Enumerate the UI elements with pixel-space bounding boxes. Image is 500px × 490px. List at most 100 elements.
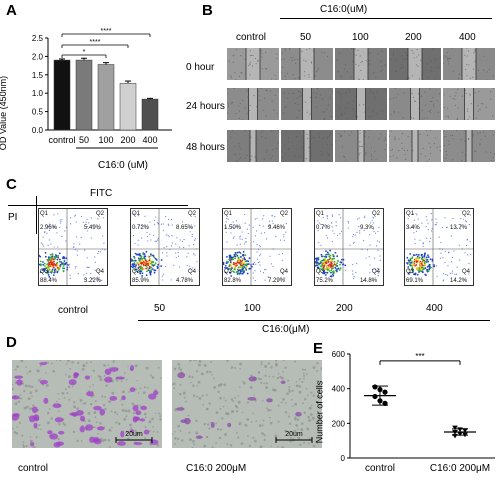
pore xyxy=(67,360,70,362)
cell-speck xyxy=(420,59,422,61)
cell-speck xyxy=(274,94,276,96)
migrated-cell xyxy=(93,405,102,411)
flow-event xyxy=(415,230,418,233)
migrated-cell xyxy=(104,376,113,383)
flow-event xyxy=(192,267,194,269)
pore xyxy=(288,385,291,388)
flow-event xyxy=(245,237,247,239)
row-label-24h: 24 hours xyxy=(186,101,225,112)
flow-event xyxy=(146,270,148,273)
cell-speck xyxy=(294,155,296,157)
flow-event xyxy=(69,217,72,219)
cell-speck xyxy=(426,63,428,65)
cell-speck xyxy=(380,60,382,62)
flow-event xyxy=(136,270,139,273)
migrated-cell xyxy=(33,422,38,429)
flow-event xyxy=(64,262,67,265)
pore xyxy=(92,369,95,372)
cell-speck xyxy=(310,112,312,114)
cell-speck xyxy=(467,110,469,112)
flow-event xyxy=(335,225,337,227)
flow-event xyxy=(362,239,365,242)
flow-event xyxy=(149,233,151,235)
pore xyxy=(303,411,306,415)
pore xyxy=(173,382,176,386)
migrated-cell xyxy=(12,412,20,417)
pore xyxy=(284,410,288,414)
flow-event xyxy=(181,221,184,223)
flow-event xyxy=(245,269,248,271)
cell-speck xyxy=(443,106,446,109)
cell-speck xyxy=(464,68,467,71)
quad-name-q2: Q2 xyxy=(280,211,289,217)
pore xyxy=(188,375,191,378)
flow-event xyxy=(241,272,244,275)
flow-event xyxy=(334,251,337,254)
wound-gap xyxy=(354,48,368,80)
flow-event xyxy=(282,272,284,274)
flow-event xyxy=(50,264,53,267)
quad-value-q4: 14.8% xyxy=(360,278,378,284)
migrated-cell xyxy=(52,403,62,409)
flow-event xyxy=(412,213,414,215)
cell-speck xyxy=(275,78,277,80)
cell-speck xyxy=(236,160,238,162)
cell-speck xyxy=(361,60,364,63)
flow-event xyxy=(131,266,134,269)
cell-speck xyxy=(385,144,387,146)
flow-event xyxy=(316,266,319,269)
pore xyxy=(287,379,290,382)
pore xyxy=(193,360,195,362)
flow-event xyxy=(132,263,134,265)
flow-event xyxy=(372,222,374,224)
flow-event xyxy=(77,272,79,275)
pore xyxy=(286,430,289,433)
pore xyxy=(315,420,319,423)
cell-speck xyxy=(238,145,240,147)
flow-event xyxy=(90,217,92,219)
flow-event xyxy=(418,269,421,272)
panel-label-e: E xyxy=(313,340,324,357)
pore xyxy=(76,407,79,410)
flow-event xyxy=(420,267,423,270)
pore xyxy=(312,394,315,397)
cell-speck xyxy=(251,65,254,67)
flow-event xyxy=(421,270,424,273)
cell-speck xyxy=(310,61,313,63)
pore xyxy=(185,400,187,403)
pore xyxy=(143,386,146,389)
pore xyxy=(252,436,255,439)
pore xyxy=(12,387,14,390)
cell-speck xyxy=(428,158,430,161)
flow-event xyxy=(376,240,379,242)
cell-speck xyxy=(368,63,371,65)
flow-event xyxy=(138,258,141,261)
pore xyxy=(187,414,190,417)
cell-speck xyxy=(315,96,317,99)
pore xyxy=(197,363,201,367)
flow-event xyxy=(233,227,235,229)
flow-event xyxy=(229,259,232,262)
pore xyxy=(242,382,246,385)
cell-speck xyxy=(368,136,370,138)
flow-event xyxy=(359,232,361,234)
flow-event xyxy=(426,268,429,271)
flow-event xyxy=(160,265,163,268)
flow-event xyxy=(255,263,257,265)
flow-event xyxy=(55,254,58,257)
cell-speck xyxy=(340,135,342,138)
flow-event xyxy=(171,235,173,237)
cell-speck xyxy=(483,55,485,57)
pore xyxy=(94,416,97,419)
flow-event xyxy=(236,251,239,254)
pore xyxy=(303,441,306,444)
pore xyxy=(219,428,223,431)
flow-event xyxy=(256,217,258,219)
cell-speck xyxy=(464,140,466,142)
flow-event xyxy=(151,268,154,270)
flow-event xyxy=(92,277,94,279)
wound-image-r3-c1 xyxy=(227,130,279,162)
flow-event xyxy=(90,237,92,239)
pore xyxy=(234,366,237,369)
pore xyxy=(267,362,270,365)
